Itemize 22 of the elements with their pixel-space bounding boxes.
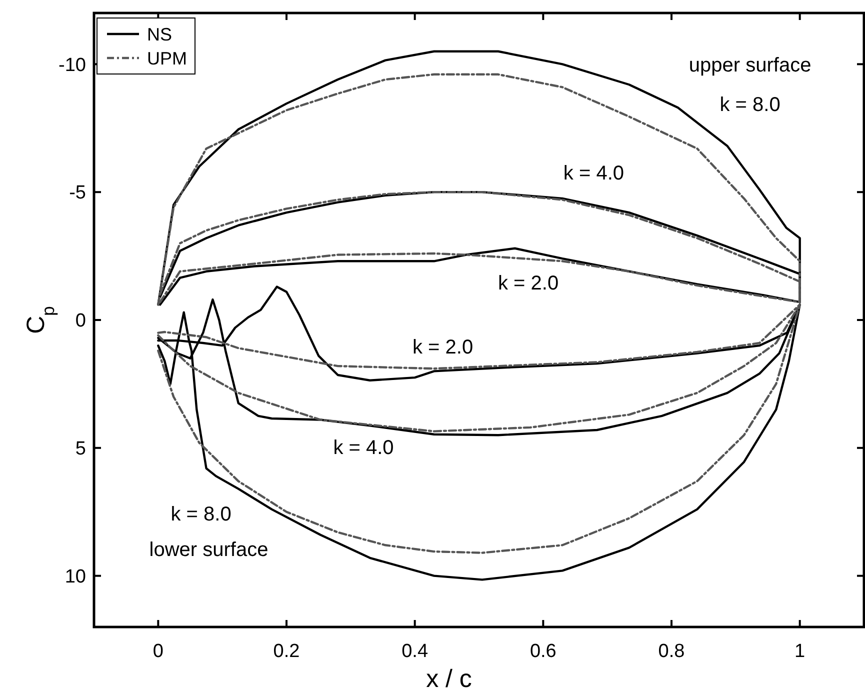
x-tick-label: 1 <box>794 641 806 662</box>
x-tick-label: 0.4 <box>402 641 428 662</box>
y-tick-label: 0 <box>75 310 86 332</box>
annotation: lower surface <box>149 539 268 562</box>
annotation: upper surface <box>688 54 812 77</box>
annotation: k = 2.0 <box>498 272 559 295</box>
annotation: k = 4.0 <box>563 162 624 185</box>
legend-label: NS <box>147 24 172 44</box>
x-tick-label: 0.2 <box>273 641 300 662</box>
y-tick-label: -10 <box>58 54 86 76</box>
annotation: k = 8.0 <box>720 94 780 116</box>
y-tick-label: 10 <box>64 566 86 588</box>
annotation: k = 8.0 <box>170 503 232 526</box>
legend-label: UPM <box>147 48 187 68</box>
x-tick-label: 0.8 <box>658 641 685 662</box>
y-tick-label: 5 <box>75 438 86 460</box>
x-tick-label: 0 <box>152 641 164 662</box>
x-axis-title: x / c <box>426 665 472 693</box>
annotation: k = 4.0 <box>333 437 394 460</box>
annotation: k = 2.0 <box>412 336 474 358</box>
x-tick-label: 0.6 <box>530 641 556 662</box>
y-tick-label: -5 <box>69 182 86 204</box>
